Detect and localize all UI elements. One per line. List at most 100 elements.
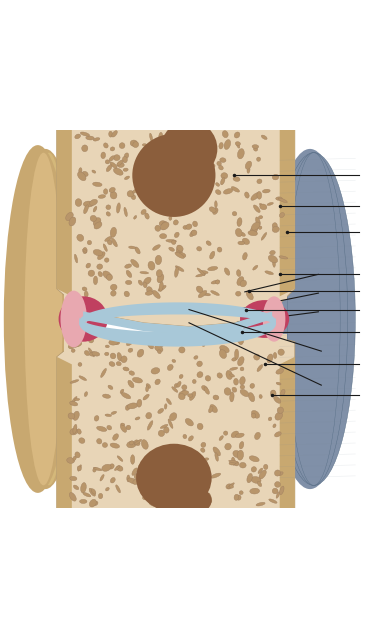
Ellipse shape [201,472,206,478]
Ellipse shape [235,349,239,359]
Ellipse shape [148,262,155,270]
Ellipse shape [169,413,177,420]
Ellipse shape [147,475,151,478]
Ellipse shape [128,348,133,352]
Ellipse shape [121,356,127,362]
Ellipse shape [187,170,191,173]
Ellipse shape [92,170,96,173]
Ellipse shape [197,268,205,276]
Ellipse shape [272,223,277,228]
Ellipse shape [94,415,99,421]
Ellipse shape [161,471,164,478]
Ellipse shape [224,140,231,149]
Ellipse shape [177,245,183,251]
Ellipse shape [252,145,259,149]
Ellipse shape [162,142,167,145]
Ellipse shape [4,145,72,493]
Ellipse shape [106,205,111,210]
Ellipse shape [86,263,91,268]
Ellipse shape [272,152,355,486]
Ellipse shape [238,357,244,366]
Ellipse shape [201,448,205,452]
Ellipse shape [110,147,115,151]
Ellipse shape [149,500,158,507]
Ellipse shape [267,354,273,363]
Ellipse shape [75,134,81,138]
Ellipse shape [201,385,208,391]
Ellipse shape [230,374,234,377]
Ellipse shape [261,232,267,241]
Ellipse shape [197,361,202,367]
Ellipse shape [219,436,223,440]
Ellipse shape [179,144,185,151]
Ellipse shape [274,482,280,487]
Ellipse shape [88,270,94,276]
Ellipse shape [172,168,180,175]
Ellipse shape [213,395,219,400]
Ellipse shape [237,495,241,500]
Ellipse shape [155,225,161,232]
Polygon shape [57,130,295,327]
Ellipse shape [210,404,217,413]
Ellipse shape [106,165,112,172]
Ellipse shape [240,280,246,287]
Ellipse shape [107,426,112,430]
Ellipse shape [175,252,184,258]
Ellipse shape [97,426,107,431]
Ellipse shape [223,189,233,194]
Ellipse shape [272,488,278,494]
Ellipse shape [91,489,96,494]
Ellipse shape [156,167,164,169]
Ellipse shape [84,392,88,397]
Ellipse shape [196,286,203,293]
Ellipse shape [179,390,189,396]
Polygon shape [280,130,295,296]
Ellipse shape [254,354,260,360]
Ellipse shape [274,470,280,476]
Ellipse shape [121,392,131,399]
Ellipse shape [145,213,149,219]
Ellipse shape [116,203,120,213]
Ellipse shape [129,441,134,445]
Ellipse shape [251,477,261,484]
Ellipse shape [256,217,260,226]
Ellipse shape [251,466,256,472]
Ellipse shape [268,255,277,263]
Ellipse shape [94,222,102,229]
Ellipse shape [116,466,123,471]
Ellipse shape [231,187,240,192]
Ellipse shape [263,464,268,470]
Ellipse shape [98,252,105,260]
Ellipse shape [278,349,284,355]
Ellipse shape [189,157,191,162]
Ellipse shape [135,247,140,254]
Ellipse shape [202,341,205,346]
Ellipse shape [105,237,112,241]
Ellipse shape [243,253,247,260]
Ellipse shape [86,136,94,140]
Ellipse shape [153,140,157,145]
Ellipse shape [117,456,123,461]
Ellipse shape [178,394,185,399]
Ellipse shape [110,227,116,237]
Ellipse shape [90,352,96,356]
Ellipse shape [93,467,96,472]
Ellipse shape [106,212,110,216]
Ellipse shape [159,221,166,226]
Ellipse shape [220,158,226,163]
Ellipse shape [275,412,282,420]
Ellipse shape [98,493,103,499]
Ellipse shape [117,160,123,166]
Ellipse shape [234,494,239,500]
Ellipse shape [234,132,240,138]
Ellipse shape [123,168,128,172]
Ellipse shape [240,385,245,389]
Ellipse shape [174,383,178,388]
Ellipse shape [147,286,152,293]
Ellipse shape [259,470,266,479]
Ellipse shape [93,276,98,285]
Ellipse shape [93,182,102,186]
Ellipse shape [261,135,267,140]
Ellipse shape [77,172,86,181]
Polygon shape [280,357,295,508]
